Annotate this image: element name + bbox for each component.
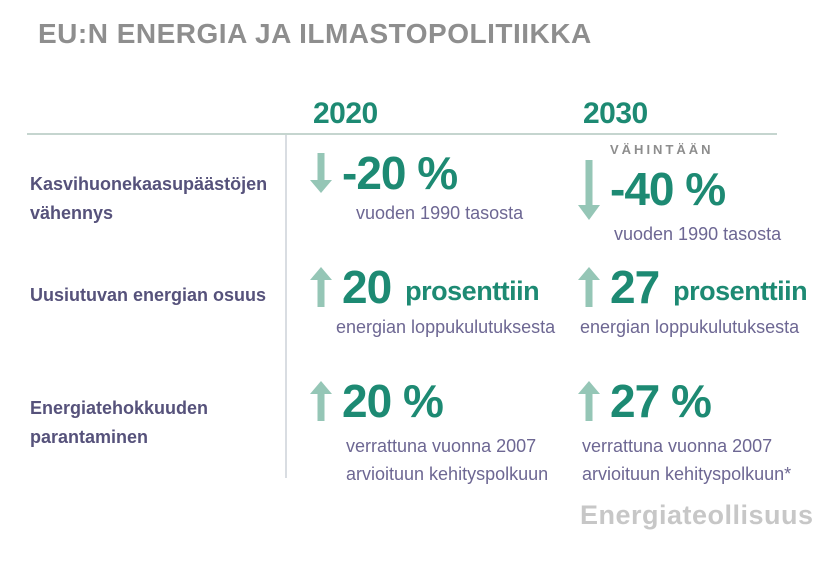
cell-renewables-2030: 27 prosenttiin energian loppukulutuksest… (578, 261, 808, 341)
row-label-line1: Uusiutuvan energian osuus (30, 285, 267, 305)
target-value: -20 % (342, 147, 458, 199)
header-divider-line (27, 133, 777, 135)
target-value: 20 (342, 261, 392, 313)
target-value: -40 % (610, 163, 726, 216)
cell-main: 27 % (578, 375, 791, 427)
target-unit: prosenttiin (405, 275, 540, 306)
target-value: 27 % (610, 375, 712, 427)
column-header-2030: 2030 (583, 97, 648, 130)
target-note-line2: arvioituun kehityspolkuun (346, 463, 549, 484)
cell-emissions-2030: VÄHINTÄÄN -40 % vuoden 1990 tasosta (578, 142, 781, 248)
cell-renewables-2020: 20 prosenttiin energian loppukulutuksest… (310, 261, 556, 341)
arrow-up-icon (310, 266, 332, 307)
row-label-line2: vähennys (30, 203, 114, 223)
row-label-renewable-energy-share: Uusiutuvan energian osuus (30, 281, 285, 310)
page-title: EU:N ENERGIA JA ILMASTOPOLITIIKKA (38, 18, 592, 49)
target-note-line1: verrattuna vuonna 2007 (346, 435, 537, 456)
label-column-divider-line (285, 135, 287, 478)
qualifier-label: VÄHINTÄÄN (610, 142, 714, 157)
brand-logo-text: Energiateollisuus (580, 500, 814, 530)
cell-main: -40 % (578, 160, 781, 220)
target-value: 20 % (342, 375, 444, 427)
target-note: energian loppukulutuksesta (580, 316, 800, 337)
cell-main: 20 % (310, 375, 548, 427)
target-unit: prosenttiin (673, 275, 808, 306)
target-note: energian loppukulutuksesta (336, 316, 556, 337)
arrow-up-icon (310, 380, 332, 421)
cell-efficiency-2020: 20 % verrattuna vuonna 2007 arvioituun k… (310, 375, 548, 488)
target-note: vuoden 1990 tasosta (356, 202, 524, 223)
cell-efficiency-2030: 27 % verrattuna vuonna 2007 arvioituun k… (578, 375, 791, 488)
target-note: verrattuna vuonna 2007 arvioituun kehity… (582, 432, 791, 488)
target-note-line2: arvioituun kehityspolkuun* (582, 463, 792, 484)
target-note: verrattuna vuonna 2007 arvioituun kehity… (346, 432, 548, 488)
column-header-2020: 2020 (313, 97, 378, 130)
row-label-energy-efficiency: Energiatehokkuuden parantaminen (30, 394, 285, 452)
cell-emissions-2020: -20 % vuoden 1990 tasosta (310, 147, 524, 227)
row-label-greenhouse-gas-reduction: Kasvihuonekaasupäästöjen vähennys (30, 170, 285, 228)
arrow-down-icon (310, 152, 332, 193)
cell-main: 20 prosenttiin (310, 261, 555, 313)
row-label-line1: Energiatehokkuuden (30, 398, 209, 418)
arrow-up-icon (578, 266, 600, 307)
arrow-down-icon (578, 160, 600, 220)
target-note: vuoden 1990 tasosta (614, 224, 782, 244)
cell-main: -20 % (310, 147, 523, 199)
target-note-line1: verrattuna vuonna 2007 (582, 435, 773, 456)
row-label-line2: parantaminen (30, 427, 149, 447)
target-value: 27 (610, 261, 660, 313)
row-label-line1: Kasvihuonekaasupäästöjen (30, 174, 268, 194)
cell-main: 27 prosenttiin (578, 261, 808, 313)
arrow-up-icon (578, 380, 600, 421)
